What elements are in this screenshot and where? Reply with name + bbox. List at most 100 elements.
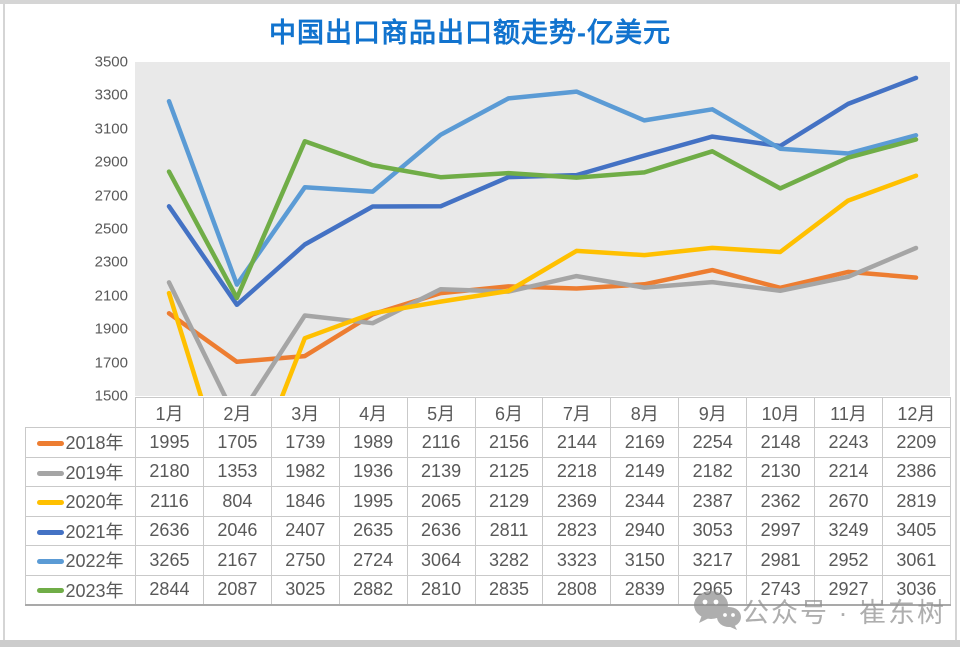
value-cell: 2125 [474,456,544,487]
value-cell: 3064 [406,545,476,576]
y-axis-tick-label: 2900 [94,153,128,171]
value-cell: 3265 [135,545,204,576]
y-axis-tick-label: 2300 [94,253,128,271]
value-cell: 2386 [881,456,951,487]
legend-label: 2021年 [65,521,124,542]
value-cell: 2819 [881,486,951,517]
value-cell: 2065 [406,486,476,517]
value-cell: 2087 [202,574,272,606]
data-table: 1月 2月 3月 4月 5月 6月 7月 8月 9月 10月 11月 12月 2018年 1995 1705… [25,397,951,606]
value-cell: 3036 [881,574,951,606]
line-chart [166,75,919,396]
frame-border-left [3,4,5,640]
value-cell: 3405 [881,515,951,546]
y-axis-tick-label: 2500 [94,220,128,238]
value-cell: 2362 [746,486,816,517]
legend-cell: 2021年 [25,515,136,546]
value-cell: 2387 [678,486,748,517]
value-cell: 3249 [814,515,883,546]
value-cell: 2046 [202,515,272,546]
legend-cell: 2018年 [25,427,136,458]
value-cell: 2927 [814,574,883,606]
value-cell: 2218 [542,456,612,487]
month-header-cell: 1月 [135,397,204,428]
value-cell: 1989 [338,427,408,458]
value-cell: 1705 [202,427,272,458]
frame-border-bottom [0,640,960,647]
table-corner-cell [26,398,136,428]
value-cell: 2116 [406,427,476,458]
month-header-cell: 7月 [542,397,612,428]
frame-border-right [955,4,957,640]
value-cell: 2670 [814,486,883,517]
y-axis-tick-label: 3100 [94,120,128,138]
legend-label: 2018年 [65,433,124,454]
value-cell: 3061 [881,545,951,576]
value-cell: 3025 [270,574,340,606]
table-header-row: 1月 2月 3月 4月 5月 6月 7月 8月 9月 10月 11月 12月 [26,397,951,428]
series-line-2023年 [166,137,919,301]
value-cell: 2129 [474,486,544,517]
value-cell: 2811 [474,515,544,546]
y-axis-tick-label: 2700 [94,187,128,205]
value-cell: 2130 [746,456,816,487]
value-cell: 2369 [542,486,612,517]
value-cell: 2636 [135,515,204,546]
value-cell: 3217 [678,545,748,576]
series-line-2018年 [166,267,919,365]
value-cell: 3053 [678,515,748,546]
month-header-cell: 4月 [338,397,408,428]
value-cell: 2209 [881,427,951,458]
value-cell: 2952 [814,545,883,576]
value-cell: 804 [202,486,272,517]
legend-label: 2020年 [65,492,124,513]
plot-area [135,62,950,396]
value-cell: 2823 [542,515,612,546]
value-cell: 1995 [338,486,408,517]
legend-swatch-icon [37,588,65,594]
month-header-cell: 9月 [678,397,748,428]
value-cell: 2116 [135,486,204,517]
legend-label: 2019年 [65,462,124,483]
series-line-2022年 [166,89,919,287]
value-cell: 2243 [814,427,883,458]
table-row-2019年: 2019年 2180 1353 1982 1936 2139 2125 2218 2149 218… [25,456,951,487]
value-cell: 2169 [610,427,680,458]
month-header-cell: 8月 [610,397,680,428]
value-cell: 2144 [542,427,612,458]
value-cell: 1846 [270,486,340,517]
legend-cell: 2019年 [25,456,136,487]
legend-label: 2023年 [65,580,124,601]
value-cell: 2981 [746,545,816,576]
value-cell: 2839 [610,574,680,606]
table-row-2023年: 2023年 2844 2087 3025 2882 2810 2835 2808 2839 296… [25,574,951,606]
value-cell: 2940 [610,515,680,546]
table-row-2021年: 2021年 2636 2046 2407 2635 2636 2811 2823 2940 305… [25,515,951,546]
legend-cell: 2023年 [25,574,136,606]
value-cell: 2407 [270,515,340,546]
y-axis-tick-label: 1900 [94,320,128,338]
value-cell: 2180 [135,456,204,487]
month-header-cell: 5月 [406,397,476,428]
legend-cell: 2020年 [25,486,136,517]
legend-swatch-icon [37,441,65,446]
month-header-cell: 12月 [881,397,951,428]
value-cell: 1739 [270,427,340,458]
value-cell: 3150 [610,545,680,576]
value-cell: 2844 [135,574,204,606]
value-cell: 2810 [406,574,476,606]
legend-label: 2022年 [65,551,124,572]
y-axis-tick-label: 3300 [94,86,128,104]
value-cell: 2750 [270,545,340,576]
y-axis-tick-label: 1700 [94,354,128,372]
value-cell: 3282 [474,545,544,576]
value-cell: 2254 [678,427,748,458]
value-cell: 2167 [202,545,272,576]
value-cell: 1353 [202,456,272,487]
value-cell: 2965 [678,574,748,606]
series-line-2019年 [166,245,919,396]
month-header-cell: 11月 [814,397,883,428]
value-cell: 2344 [610,486,680,517]
value-cell: 2214 [814,456,883,487]
y-axis-tick-label: 2100 [94,287,128,305]
